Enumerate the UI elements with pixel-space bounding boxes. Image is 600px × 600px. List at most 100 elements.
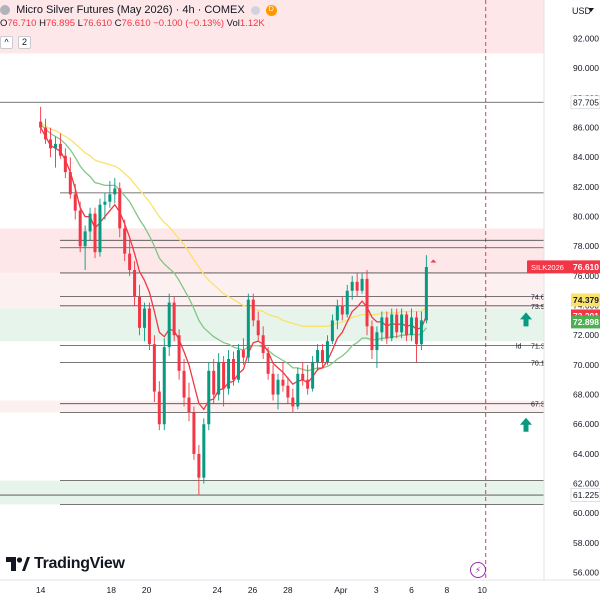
candle-34 <box>207 361 211 431</box>
candle-body-4 <box>58 143 62 156</box>
y-tick-label-12: 80.000 <box>573 212 599 222</box>
candle-body-3 <box>53 143 57 149</box>
candle-42 <box>246 293 250 362</box>
price-label-4: 72.898 <box>573 317 599 327</box>
candle-body-27 <box>172 302 176 336</box>
candle-body-75 <box>410 317 414 336</box>
candle-body-37 <box>222 361 226 389</box>
candle-29 <box>182 358 186 407</box>
y-tick-label-17: 90.000 <box>573 63 599 73</box>
candle-body-11 <box>93 213 97 253</box>
candle-19 <box>133 261 137 306</box>
candle-body-66 <box>365 278 369 327</box>
candle-body-73 <box>400 314 404 333</box>
candle-body-14 <box>108 194 112 202</box>
h-line-label-8: 70.170 <box>531 360 553 367</box>
x-tick-label-3: 24 <box>213 585 223 595</box>
candle-body-65 <box>360 278 364 291</box>
candle-47 <box>271 364 275 401</box>
candle-body-74 <box>405 314 409 336</box>
candle-body-45 <box>261 335 265 354</box>
candle-70 <box>385 311 389 345</box>
y-tick-label-4: 64.000 <box>573 449 599 459</box>
y-tick-label-8: 72.000 <box>573 330 599 340</box>
candle-body-36 <box>217 361 221 395</box>
candle-body-35 <box>212 370 216 395</box>
candle-38 <box>227 350 231 395</box>
tradingview-logo: TradingView <box>6 555 125 573</box>
candle-17 <box>123 219 127 262</box>
data-delay-badge[interactable]: D <box>265 4 277 16</box>
chart-header: Micro Silver Futures (May 2026) · 4h · C… <box>0 0 540 49</box>
indicator-count-button[interactable]: 2 <box>18 36 32 49</box>
candle-0 <box>39 106 43 134</box>
candle-78 <box>424 255 428 324</box>
candle-body-19 <box>133 269 137 297</box>
change-value: −0.100 (−0.13%) <box>153 18 225 29</box>
chart-title[interactable]: Micro Silver Futures (May 2026) · 4h · C… <box>16 4 245 16</box>
candle-30 <box>187 382 191 422</box>
candle-62 <box>345 284 349 318</box>
y-tick-label-1: 58.000 <box>573 538 599 548</box>
candle-body-31 <box>192 412 196 454</box>
candle-65 <box>360 272 364 294</box>
candle-61 <box>340 296 344 321</box>
x-tick-label-5: 28 <box>283 585 293 595</box>
price-label-5: 61.225 <box>573 490 599 500</box>
currency-label[interactable]: USD <box>572 6 592 16</box>
symbol-tag-label: SILK2026 <box>531 263 564 272</box>
candle-14 <box>108 180 112 208</box>
tradingview-mark-icon <box>6 556 30 571</box>
x-tick-label-9: 8 <box>444 585 449 595</box>
flash-icon[interactable]: ⚡ <box>470 562 486 578</box>
symbol-icon <box>0 5 10 16</box>
close-value: 76.610 <box>121 18 151 29</box>
price-label-bg-1 <box>571 260 600 274</box>
high-value: 76.895 <box>45 18 76 29</box>
candle-body-77 <box>419 320 423 345</box>
zone-4 <box>0 400 544 413</box>
candle-body-43 <box>251 299 255 321</box>
candle-body-5 <box>63 155 67 173</box>
candle-body-15 <box>113 188 117 195</box>
candle-10 <box>88 207 92 241</box>
x-tick-label-4: 26 <box>248 585 258 595</box>
candle-body-17 <box>123 228 127 254</box>
candle-51 <box>291 388 295 413</box>
candle-body-76 <box>414 317 418 345</box>
y-tick-label-10: 76.000 <box>573 271 599 281</box>
candle-5 <box>63 148 67 179</box>
candle-body-48 <box>276 379 280 395</box>
h-line-label-9: 67.385 <box>531 402 553 409</box>
candle-body-68 <box>375 332 379 351</box>
candle-37 <box>222 356 226 407</box>
y-tick-label-6: 68.000 <box>573 390 599 400</box>
candle-body-50 <box>286 385 290 398</box>
candle-3 <box>53 136 57 168</box>
y-tick-label-3: 62.000 <box>573 479 599 489</box>
candle-54 <box>306 364 310 395</box>
candle-58 <box>325 335 329 365</box>
candle-77 <box>419 311 423 351</box>
candle-body-7 <box>73 194 77 211</box>
candle-55 <box>311 356 315 392</box>
candle-body-72 <box>395 314 399 333</box>
candle-2 <box>49 127 53 158</box>
candle-48 <box>276 373 280 410</box>
candle-body-1 <box>44 127 48 140</box>
candle-50 <box>286 376 290 404</box>
candle-74 <box>405 311 409 342</box>
candle-body-22 <box>147 308 151 345</box>
y-tick-label-11: 78.000 <box>573 241 599 251</box>
candle-36 <box>217 353 221 401</box>
volume-value: 1.12K <box>239 18 265 29</box>
h-line-label-5: 74.610 <box>531 295 553 302</box>
candle-body-13 <box>103 201 107 205</box>
indicator-row: ^ 2 <box>0 36 32 49</box>
collapse-button[interactable]: ^ <box>0 36 13 49</box>
y-tick-label-5: 66.000 <box>573 419 599 429</box>
candle-53 <box>301 361 305 386</box>
candle-26 <box>167 293 171 357</box>
candle-body-51 <box>291 397 295 407</box>
